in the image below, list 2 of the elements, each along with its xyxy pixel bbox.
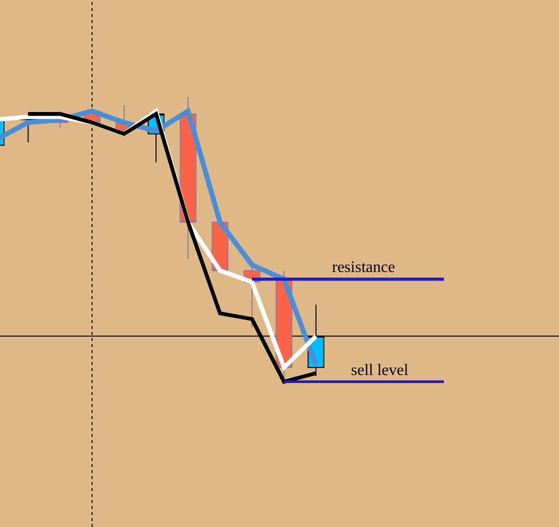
series-label: resistance <box>332 259 396 276</box>
series-label: sell level <box>351 362 409 379</box>
